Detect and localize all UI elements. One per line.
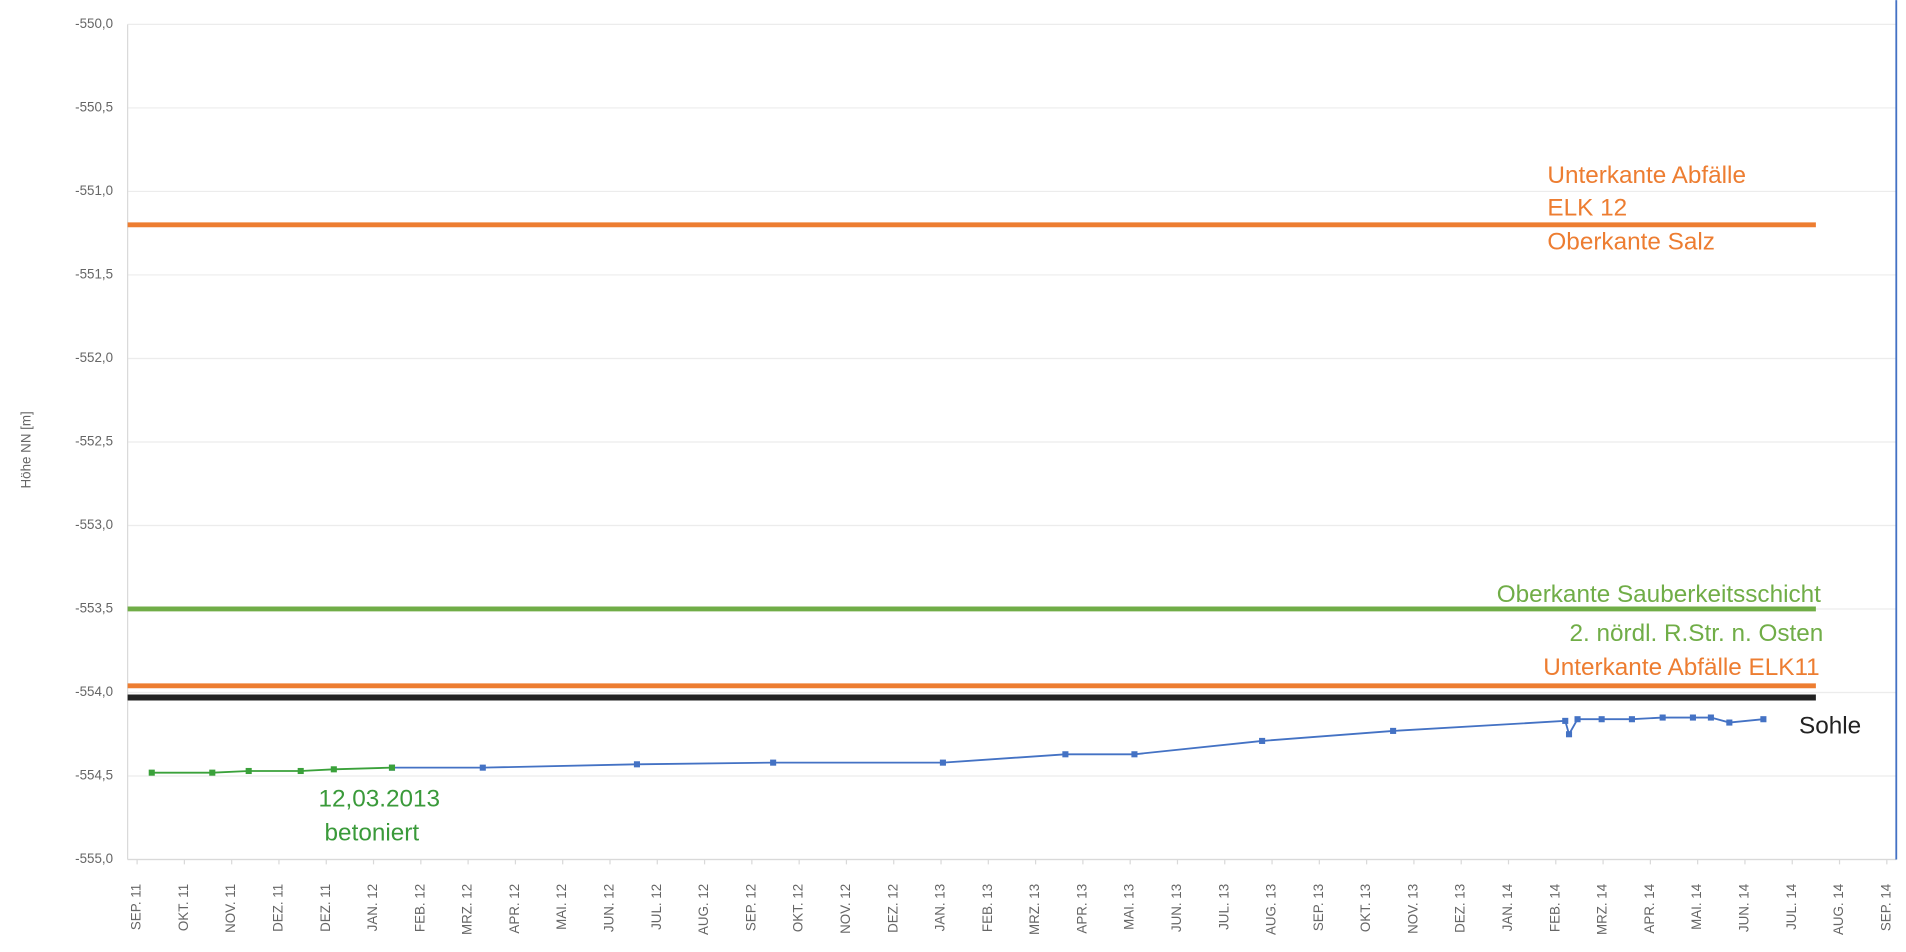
x-tick-label: NOV. 11 [223, 884, 238, 933]
x-tick-label: MAI. 13 [1122, 884, 1137, 930]
x-tick-label: MRZ. 12 [460, 884, 475, 935]
x-tick-label: JUL. 14 [1784, 883, 1799, 930]
point [1726, 719, 1733, 726]
y-tick-label: -553,5 [75, 601, 113, 616]
point [1689, 714, 1696, 721]
series [127, 222, 1816, 776]
x-tick-label: SEP. 14 [1878, 883, 1893, 931]
annotation: Oberkante Salz [1547, 229, 1714, 256]
x-tick-label: MAI. 12 [554, 884, 569, 930]
x-tick-label: AUG. 14 [1831, 883, 1846, 935]
point [1131, 751, 1138, 758]
x-tick-label: JAN. 14 [1500, 883, 1515, 931]
point [297, 767, 304, 775]
annotation: Unterkante Abfälle [1547, 162, 1746, 189]
x-tick-label: MRZ. 14 [1595, 883, 1610, 935]
grid [127, 23, 1897, 861]
x-tick-label: JAN. 12 [365, 884, 380, 932]
point [1760, 716, 1767, 723]
y-tick-label: -553,0 [75, 517, 113, 532]
annotation: Oberkante Sauberkeitsschicht [1497, 581, 1821, 608]
annotation: 2. nördl. R.Str. n. Osten [1569, 620, 1823, 647]
point [633, 761, 640, 768]
point [388, 764, 396, 771]
x-tick-label: APR. 13 [1074, 884, 1089, 934]
point [209, 769, 216, 776]
point [1562, 717, 1569, 724]
point [1707, 714, 1714, 721]
x-tick-label: AUG. 12 [696, 884, 711, 935]
x-tick-label: DEZ. 11 [270, 884, 285, 932]
x-tick-label: OKT. 13 [1358, 884, 1373, 932]
point [1598, 716, 1605, 723]
point [1659, 714, 1666, 721]
x-tick-label: JUL. 12 [649, 884, 664, 930]
annotation: Unterkante Abfälle ELK11 [1543, 654, 1819, 681]
point [1062, 751, 1069, 758]
point [939, 759, 946, 766]
y-tick-label: -555,0 [75, 851, 113, 866]
annotation: ELK 12 [1547, 195, 1627, 222]
x-tick-label: DEZ. 11 [318, 884, 333, 932]
x-tick-label: FEB. 14 [1547, 883, 1562, 932]
y-tick-label: -550,0 [75, 16, 113, 31]
x-tick-label: NOV. 13 [1405, 884, 1420, 934]
x-tick-label: JUN. 14 [1736, 883, 1751, 932]
point [770, 759, 777, 766]
annotation: Sohle [1799, 712, 1861, 739]
y-axis-label: Höhe NN [m] [18, 411, 33, 488]
x-tick-label: JAN. 13 [933, 884, 948, 932]
y-tick-label: -554,5 [75, 768, 113, 783]
series-line [151, 766, 393, 774]
annotation: betoniert [325, 819, 420, 846]
x-tick-label: MRZ. 13 [1027, 884, 1042, 935]
point [330, 766, 337, 773]
annotation: 12,03.2013 [318, 785, 440, 812]
point [148, 769, 155, 776]
y-tick-label: -550,5 [75, 99, 113, 114]
x-tick-label: OKT. 11 [176, 884, 191, 931]
x-tick-label: FEB. 12 [412, 884, 427, 932]
series-line [391, 716, 1764, 769]
x-tick-label: OKT. 12 [791, 884, 806, 932]
x-tick-label: JUN. 12 [602, 884, 617, 932]
x-tick-label: DEZ. 13 [1453, 884, 1468, 933]
x-tick-label: FEB. 13 [980, 884, 995, 932]
x-tick-label: APR. 14 [1642, 883, 1657, 933]
y-tick-label: -554,0 [75, 684, 113, 699]
x-tick-label: JUL. 13 [1216, 884, 1231, 930]
point [479, 764, 486, 771]
x-tick-label: SEP. 11 [129, 884, 144, 930]
point [1390, 727, 1397, 734]
y-tick-label: -551,5 [75, 266, 113, 281]
point [245, 767, 252, 775]
x-tick-label: NOV. 12 [838, 884, 853, 934]
x-tick-label: SEP. 13 [1311, 884, 1326, 931]
point [1565, 731, 1573, 738]
x-tick-label: SEP. 12 [743, 884, 758, 931]
point [1574, 716, 1581, 723]
x-tick-label: MAI. 14 [1689, 883, 1704, 930]
x-tick-label: AUG. 13 [1264, 884, 1279, 935]
y-tick-label: -552,0 [75, 350, 113, 365]
x-tick-label: APR. 12 [507, 884, 522, 934]
y-tick-label: -552,5 [75, 433, 113, 448]
x-tick-label: JUN. 13 [1169, 884, 1184, 932]
x-tick-label: DEZ. 12 [885, 884, 900, 933]
point [1259, 737, 1266, 744]
y-tick-label: -551,0 [75, 183, 113, 198]
point [1628, 716, 1635, 723]
